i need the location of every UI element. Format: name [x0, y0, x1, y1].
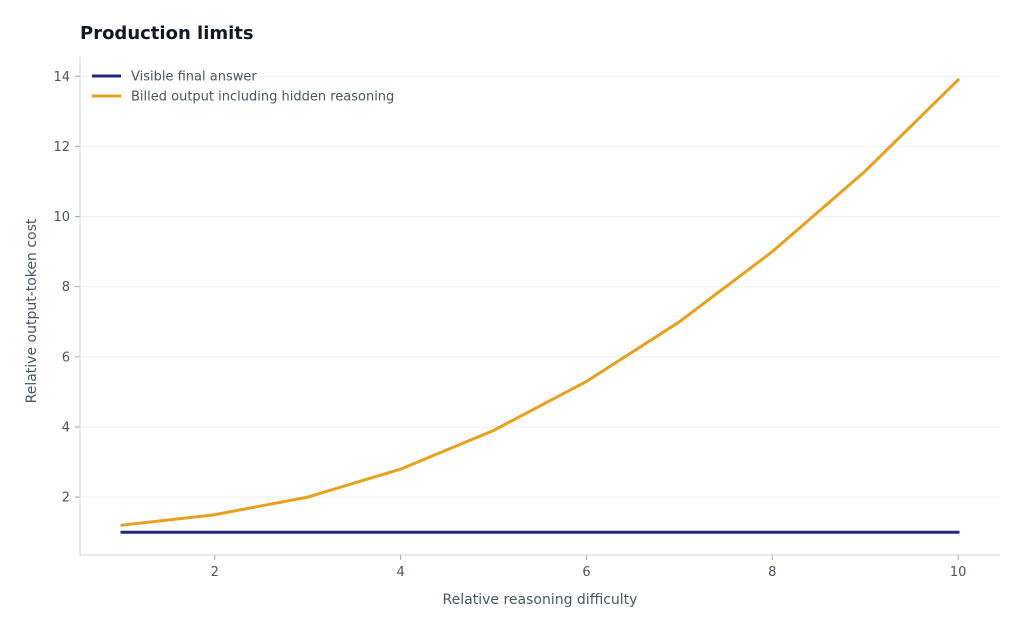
y-tick-label: 8: [62, 280, 70, 295]
legend: Visible final answer Billed output includ…: [92, 70, 394, 105]
legend-label-0: Visible final answer: [131, 70, 257, 85]
y-tick-label: 10: [53, 210, 70, 225]
series-lines: [120, 78, 960, 534]
y-tick-label: 4: [62, 420, 70, 435]
x-tick-label: 8: [768, 565, 776, 580]
series-line-1: [120, 78, 960, 527]
legend-label-1: Billed output including hidden reasoning: [131, 90, 394, 105]
axes: 2 4 6 8 10 12 14 2 4 6 8 10: [53, 57, 1000, 580]
y-axis-label: Relative output-token cost: [24, 218, 40, 403]
chart-title: Production limits: [80, 23, 254, 44]
grid: [80, 75, 1000, 498]
x-tick-label: 4: [396, 565, 404, 580]
x-axis-label: Relative reasoning difficulty: [443, 592, 638, 608]
x-tick-label: 6: [582, 565, 590, 580]
y-tick-label: 12: [53, 140, 70, 155]
y-tick-label: 6: [62, 350, 70, 365]
y-tick-label: 14: [53, 70, 70, 85]
x-tick-label: 10: [950, 565, 967, 580]
x-tick-label: 2: [211, 565, 219, 580]
y-tick-label: 2: [62, 491, 70, 506]
